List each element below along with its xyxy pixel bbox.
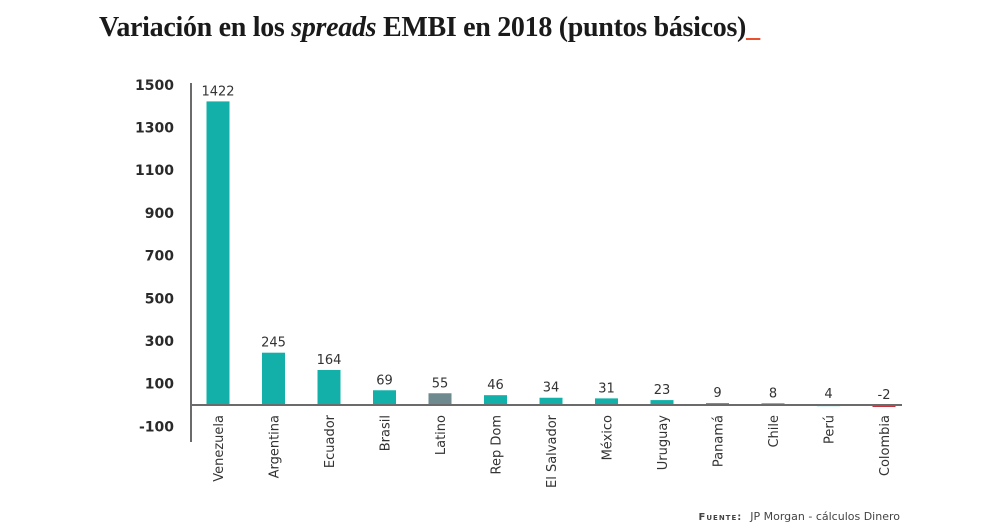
- bar-latino: [428, 393, 452, 405]
- x-tick-label: Colombia: [878, 415, 893, 476]
- bar-brasil: [373, 390, 396, 405]
- x-tick-label: Brasil: [379, 415, 394, 451]
- bar-rep-dom: [484, 395, 507, 405]
- y-tick-label: 300: [145, 334, 174, 350]
- title-suffix: EMBI en 2018 (puntos básicos): [376, 12, 747, 43]
- data-label: 46: [487, 378, 504, 393]
- source-text: JP Morgan - cálculos Dinero: [750, 510, 900, 523]
- y-tick-label: 900: [145, 206, 174, 222]
- x-tick-label: Panamá: [712, 415, 727, 467]
- bar-el-salvador: [539, 397, 563, 405]
- data-label: 31: [598, 381, 615, 396]
- data-labels: 1422 245 164 69 55 46 34 31 23 9 8 4 -2: [201, 84, 890, 403]
- chart-title: Variación en los spreads EMBI en 2018 (p…: [99, 12, 760, 44]
- data-label: 23: [654, 383, 671, 398]
- data-label: 245: [261, 336, 286, 351]
- x-tick-label: Uruguay: [656, 415, 671, 471]
- data-label: 8: [769, 386, 777, 401]
- data-label: 1422: [201, 84, 234, 99]
- data-label: 55: [432, 376, 449, 391]
- title-italic: spreads: [291, 12, 377, 43]
- bar-ecuador: [317, 369, 341, 405]
- y-tick-label: 1100: [135, 163, 174, 179]
- data-label: 164: [317, 353, 342, 368]
- data-label: 9: [713, 386, 721, 401]
- title-prefix: Variación en los: [99, 12, 292, 43]
- bar-argentina: [262, 352, 285, 405]
- y-axis-ticks: 1500 1300 1100 900 700 500 300 100 -100: [135, 78, 174, 436]
- x-tick-label: El Salvador: [545, 414, 560, 488]
- x-tick-label: México: [601, 415, 616, 460]
- x-tick-label: Chile: [767, 415, 782, 448]
- bar-venezuela: [206, 101, 230, 405]
- bar-méxico: [595, 398, 618, 405]
- bar-uruguay: [650, 400, 674, 405]
- bars: [206, 101, 896, 407]
- y-tick-label: 700: [145, 249, 174, 265]
- data-label: -2: [878, 388, 891, 403]
- y-tick-label: 100: [145, 377, 174, 393]
- y-tick-label: 1500: [135, 78, 174, 94]
- x-axis-labels: Venezuela Argentina Ecuador Brasil Latino Rep…: [212, 414, 893, 488]
- x-tick-label: Latino: [434, 415, 449, 455]
- data-label: 69: [376, 373, 393, 388]
- source-note: Fuente: JP Morgan - cálculos Dinero: [699, 510, 900, 523]
- x-tick-label: Venezuela: [212, 415, 227, 482]
- title-accent: _: [746, 12, 760, 43]
- y-tick-label: 1300: [135, 120, 174, 136]
- y-tick-label: -100: [139, 419, 174, 435]
- x-tick-label: Rep Dom: [490, 415, 505, 474]
- data-label: 34: [543, 381, 560, 396]
- x-tick-label: Ecuador: [323, 414, 338, 468]
- source-label: Fuente:: [698, 512, 743, 523]
- y-tick-label: 500: [145, 291, 174, 307]
- x-tick-label: Argentina: [268, 415, 283, 478]
- data-label: 4: [824, 387, 832, 402]
- x-tick-label: Perú: [823, 415, 838, 444]
